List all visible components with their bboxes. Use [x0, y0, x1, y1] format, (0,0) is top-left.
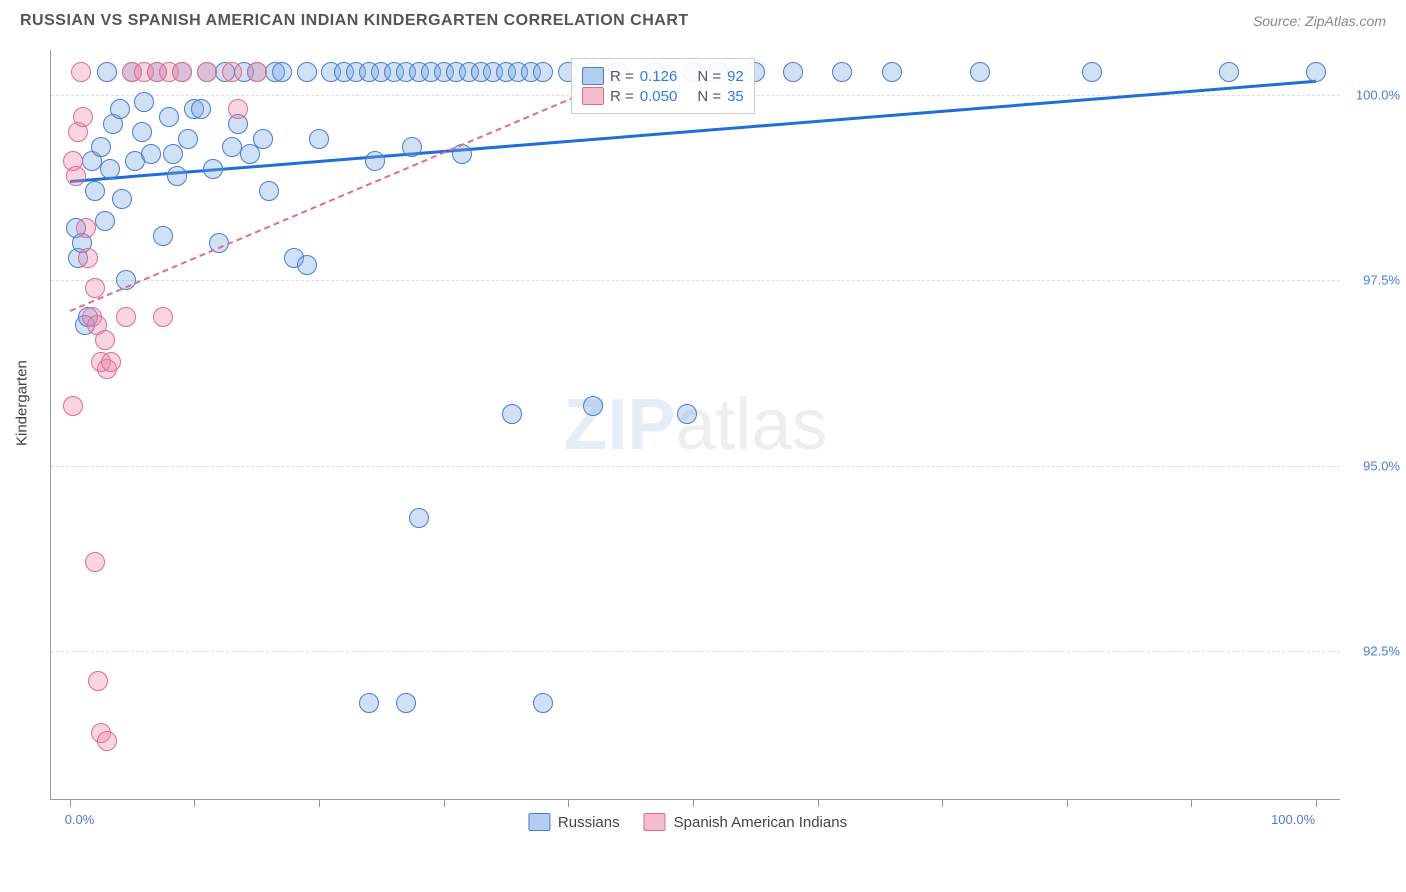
scatter-point — [85, 552, 105, 572]
scatter-point — [172, 62, 192, 82]
scatter-point — [97, 731, 117, 751]
scatter-point — [159, 107, 179, 127]
scatter-point — [359, 693, 379, 713]
scatter-point — [1082, 62, 1102, 82]
y-tick-label: 100.0% — [1356, 87, 1400, 102]
scatter-point — [134, 92, 154, 112]
gridline — [51, 280, 1340, 281]
x-tick — [444, 799, 445, 807]
scatter-point — [677, 404, 697, 424]
scatter-point — [222, 137, 242, 157]
scatter-point — [297, 62, 317, 82]
watermark: ZIPatlas — [563, 384, 827, 466]
scatter-point — [882, 62, 902, 82]
scatter-point — [95, 211, 115, 231]
stats-row: R =0.126N =92 — [582, 67, 744, 85]
scatter-point — [100, 159, 120, 179]
scatter-point — [91, 137, 111, 157]
scatter-point — [409, 508, 429, 528]
scatter-point — [76, 218, 96, 238]
scatter-point — [583, 396, 603, 416]
scatter-point — [191, 99, 211, 119]
scatter-point — [533, 693, 553, 713]
scatter-point — [101, 352, 121, 372]
y-axis-title: Kindergarten — [14, 360, 31, 446]
scatter-point — [365, 151, 385, 171]
scatter-point — [396, 693, 416, 713]
chart-plot-area: ZIPatlas 92.5%95.0%97.5%100.0%0.0%100.0%… — [50, 50, 1340, 800]
x-tick-label: 100.0% — [1271, 812, 1315, 827]
legend-label: Spanish American Indians — [674, 814, 847, 831]
gridline — [51, 466, 1340, 467]
x-tick — [194, 799, 195, 807]
scatter-point — [63, 396, 83, 416]
scatter-point — [247, 62, 267, 82]
x-tick — [70, 799, 71, 807]
scatter-point — [253, 129, 273, 149]
stats-legend: R =0.126N =92 R =0.050N =35 — [571, 58, 755, 114]
scatter-point — [783, 62, 803, 82]
scatter-point — [259, 181, 279, 201]
trend-line — [69, 72, 631, 311]
scatter-point — [78, 248, 98, 268]
scatter-point — [222, 62, 242, 82]
scatter-point — [402, 137, 422, 157]
x-tick — [1316, 799, 1317, 807]
scatter-point — [297, 255, 317, 275]
scatter-point — [85, 181, 105, 201]
x-tick — [568, 799, 569, 807]
scatter-point — [1306, 62, 1326, 82]
scatter-point — [197, 62, 217, 82]
scatter-point — [132, 122, 152, 142]
x-tick — [942, 799, 943, 807]
legend-swatch — [644, 813, 666, 831]
scatter-point — [502, 404, 522, 424]
chart-title: RUSSIAN VS SPANISH AMERICAN INDIAN KINDE… — [20, 12, 689, 30]
y-tick-label: 97.5% — [1363, 273, 1400, 288]
scatter-point — [73, 107, 93, 127]
scatter-point — [163, 144, 183, 164]
scatter-point — [832, 62, 852, 82]
x-tick — [1191, 799, 1192, 807]
x-tick — [693, 799, 694, 807]
scatter-point — [97, 62, 117, 82]
scatter-point — [66, 166, 86, 186]
scatter-point — [112, 189, 132, 209]
scatter-point — [153, 226, 173, 246]
gridline — [51, 651, 1340, 652]
scatter-point — [178, 129, 198, 149]
scatter-point — [95, 330, 115, 350]
scatter-point — [167, 166, 187, 186]
x-tick — [1067, 799, 1068, 807]
stats-row: R =0.050N =35 — [582, 87, 744, 105]
scatter-point — [71, 62, 91, 82]
source-label: Source: ZipAtlas.com — [1253, 13, 1386, 29]
legend-label: Russians — [558, 814, 620, 831]
scatter-point — [1219, 62, 1239, 82]
scatter-point — [85, 278, 105, 298]
scatter-point — [153, 307, 173, 327]
scatter-point — [116, 307, 136, 327]
scatter-point — [88, 671, 108, 691]
y-tick-label: 92.5% — [1363, 644, 1400, 659]
x-tick — [319, 799, 320, 807]
x-tick-label: 0.0% — [65, 812, 95, 827]
scatter-point — [309, 129, 329, 149]
x-tick — [818, 799, 819, 807]
scatter-point — [970, 62, 990, 82]
scatter-point — [141, 144, 161, 164]
series-legend: Russians Spanish American Indians — [528, 813, 863, 831]
scatter-point — [228, 99, 248, 119]
legend-swatch — [528, 813, 550, 831]
scatter-point — [110, 99, 130, 119]
scatter-point — [203, 159, 223, 179]
scatter-point — [272, 62, 292, 82]
y-tick-label: 95.0% — [1363, 458, 1400, 473]
scatter-point — [533, 62, 553, 82]
